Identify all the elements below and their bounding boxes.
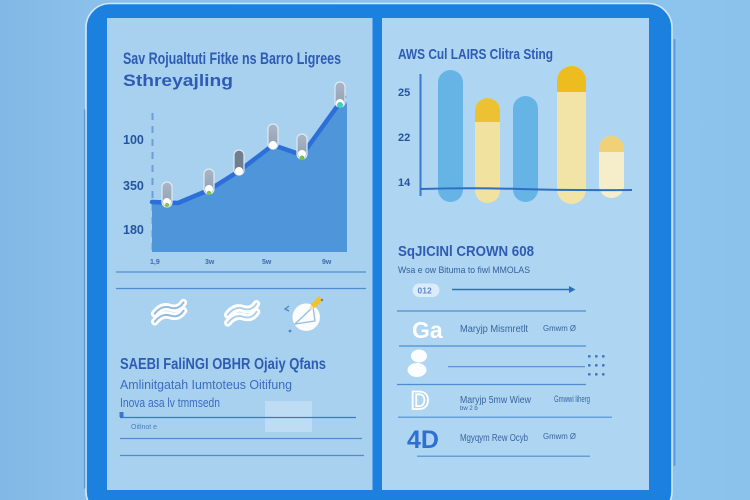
svg-text:012: 012: [418, 286, 432, 296]
svg-text:Maryjp 5mw Wiew: Maryjp 5mw Wiew: [460, 395, 532, 406]
svg-text:bw 2 b: bw 2 b: [460, 406, 478, 412]
svg-text:Mgyqym Rew Ocyb: Mgyqym Rew Ocyb: [460, 433, 528, 444]
svg-text:D: D: [411, 387, 429, 415]
svg-text:Sav Rojualtuti Fitke ns Barro: Sav Rojualtuti Fitke ns Barro Ligrees: [123, 49, 341, 68]
svg-text:SqJICINl CROWN 608: SqJICINl CROWN 608: [398, 244, 534, 260]
svg-text:22: 22: [398, 132, 410, 144]
svg-text:Inova asa lv tmmsedn: Inova asa lv tmmsedn: [120, 396, 220, 410]
svg-text:Ga: Ga: [412, 317, 443, 343]
svg-text:180: 180: [123, 223, 144, 237]
svg-text:Oitlnot e: Oitlnot e: [131, 424, 157, 431]
svg-text:350: 350: [123, 179, 144, 193]
svg-text:1,9: 1,9: [150, 259, 160, 266]
svg-text:5w: 5w: [262, 259, 272, 266]
svg-text:Amlinitgatah Iumtoteus Oitifun: Amlinitgatah Iumtoteus Oitifung: [120, 378, 292, 392]
svg-text:Wsa e ow Bituma to fiwl MMOLAS: Wsa e ow Bituma to fiwl MMOLAS: [398, 265, 530, 276]
svg-text:4D: 4D: [407, 426, 439, 454]
svg-text:14: 14: [398, 177, 411, 189]
svg-text:SAEBI FaliNGI OBHR Ojaiy Qfans: SAEBI FaliNGI OBHR Ojaiy Qfans: [120, 356, 326, 373]
svg-text:Sthreyajling: Sthreyajling: [123, 71, 233, 90]
svg-text:9w: 9w: [322, 259, 332, 266]
svg-text:Gmwwi liherg: Gmwwi liherg: [554, 394, 590, 404]
svg-text:Gmwm Ø: Gmwm Ø: [543, 323, 576, 333]
svg-text:AWS Cul LAIRS Clitra Sting: AWS Cul LAIRS Clitra Sting: [398, 46, 553, 63]
svg-text:Maryjp Mismretlt: Maryjp Mismretlt: [460, 324, 528, 335]
svg-text:100: 100: [123, 133, 144, 147]
svg-text:Gmwm Ø: Gmwm Ø: [543, 431, 576, 441]
svg-text:3w: 3w: [205, 259, 215, 266]
svg-text:25: 25: [398, 87, 410, 99]
